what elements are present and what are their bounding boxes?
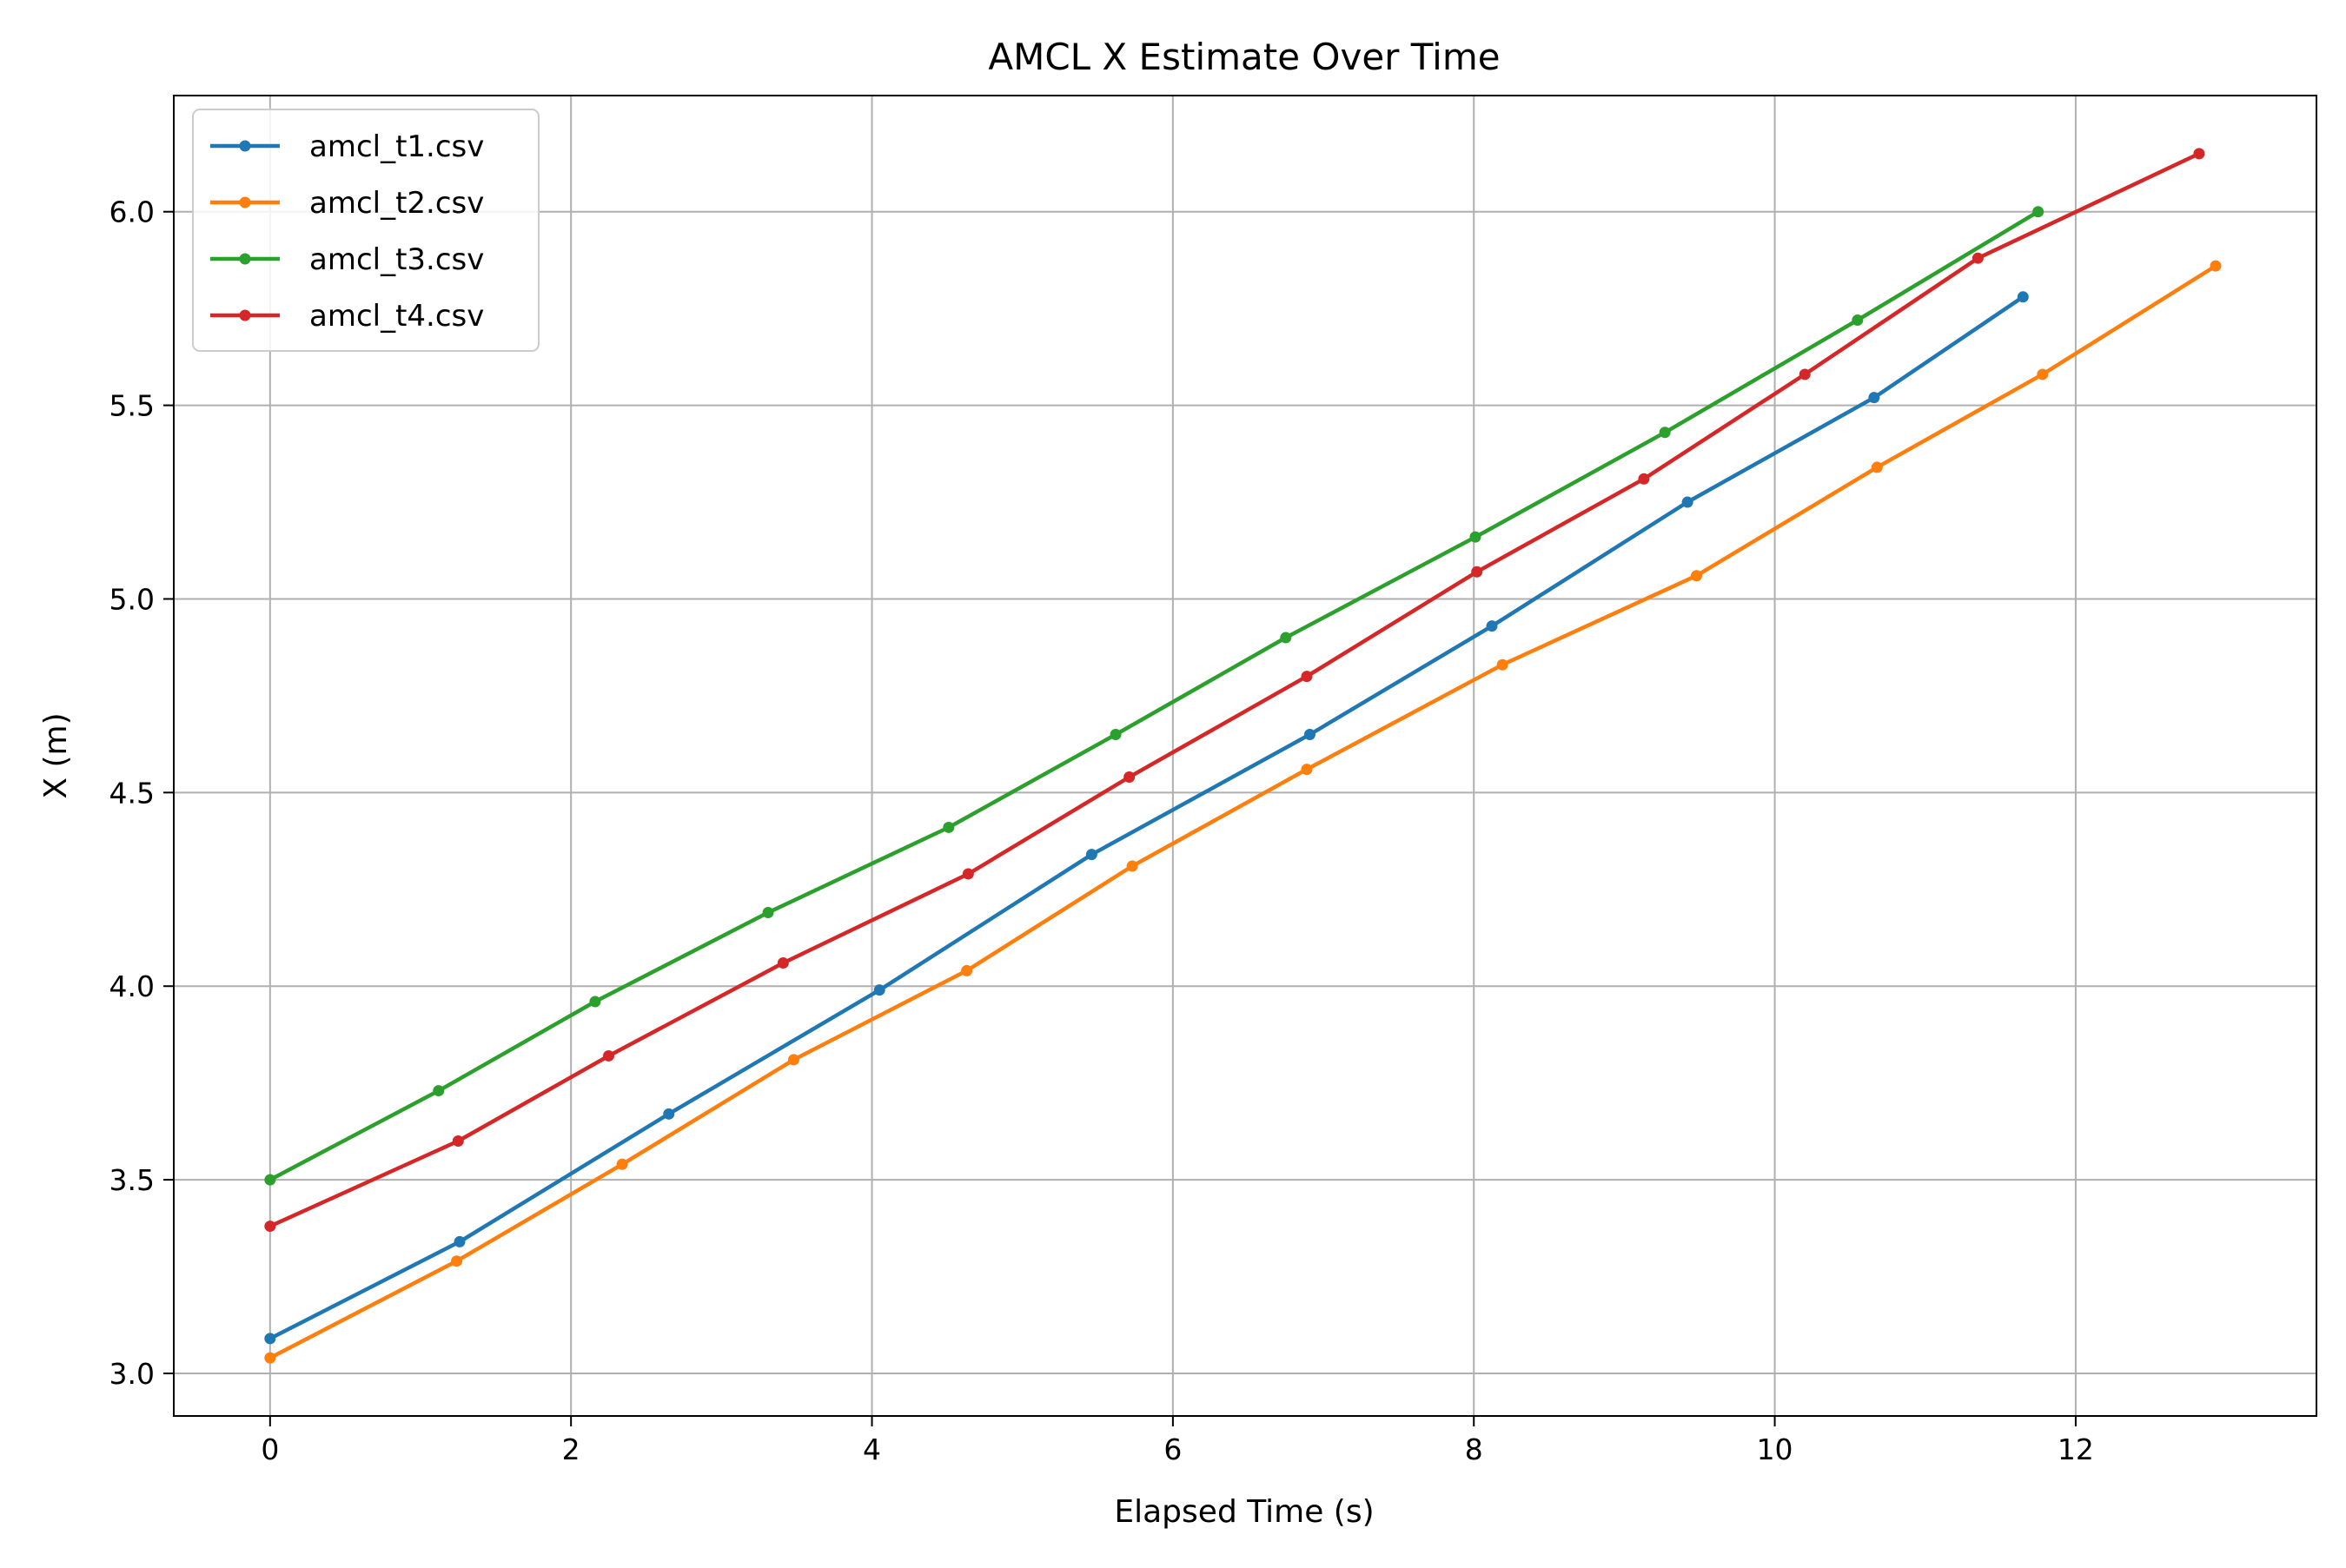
x-tick-label: 8 — [1465, 1432, 1483, 1466]
x-tick-label: 6 — [1163, 1432, 1182, 1466]
data-point — [762, 907, 774, 919]
legend-label: amcl_t2.csv — [309, 186, 484, 221]
y-tick-label: 5.0 — [109, 582, 155, 616]
data-point — [1126, 860, 1138, 872]
series-line — [268, 294, 2025, 1341]
data-point — [264, 1174, 276, 1186]
y-tick-label: 3.5 — [109, 1163, 155, 1197]
data-point — [1638, 473, 1650, 485]
x-tick-label: 2 — [562, 1432, 580, 1466]
series-2 — [264, 260, 2222, 1364]
data-point — [616, 1158, 628, 1170]
legend-item: amcl_t3.csv — [210, 242, 484, 277]
data-point — [1868, 392, 1880, 404]
data-point — [1691, 570, 1703, 582]
data-point — [2017, 291, 2029, 303]
data-point — [433, 1085, 445, 1097]
data-point — [962, 868, 974, 880]
data-point — [454, 1235, 466, 1247]
data-point — [1871, 461, 1883, 473]
data-point — [663, 1108, 675, 1120]
y-tick-label: 3.0 — [109, 1357, 155, 1391]
data-point — [777, 956, 789, 969]
data-point — [1301, 764, 1313, 776]
data-point — [1123, 771, 1136, 784]
data-point — [264, 1352, 276, 1364]
data-point — [452, 1135, 464, 1148]
series-3 — [264, 206, 2044, 1186]
data-point — [264, 1333, 276, 1345]
data-point — [961, 964, 973, 976]
data-point — [1972, 252, 1984, 264]
data-point — [2193, 148, 2205, 160]
data-point — [1496, 658, 1508, 671]
x-tick-label: 4 — [863, 1432, 881, 1466]
legend-marker — [239, 140, 251, 152]
data-point — [1085, 849, 1097, 861]
data-point — [589, 996, 601, 1008]
data-point — [451, 1255, 463, 1267]
series-1 — [264, 291, 2029, 1345]
data-point — [943, 821, 955, 833]
data-point — [2037, 368, 2049, 380]
y-axis-label: X (m) — [38, 712, 74, 798]
y-tick-label: 5.5 — [109, 389, 155, 423]
legend-label: amcl_t1.csv — [309, 129, 484, 164]
data-point — [1469, 531, 1481, 543]
legend-item: amcl_t1.csv — [210, 129, 484, 164]
legend-marker — [239, 309, 251, 321]
legend-marker — [239, 196, 251, 208]
chart-title: AMCL X Estimate Over Time — [988, 36, 1500, 78]
data-point — [2210, 260, 2222, 272]
data-point — [1301, 671, 1313, 683]
data-point — [264, 1221, 276, 1233]
legend-box — [192, 109, 540, 352]
data-point — [1852, 314, 1864, 327]
legend-item: amcl_t2.csv — [210, 186, 484, 221]
data-point — [1486, 620, 1498, 632]
data-point — [1799, 368, 1811, 380]
data-point — [2032, 206, 2044, 218]
data-point — [1303, 728, 1315, 740]
legend-marker — [239, 253, 251, 265]
data-point — [1110, 728, 1122, 740]
data-point — [1471, 566, 1483, 578]
x-tick-label: 0 — [261, 1432, 279, 1466]
x-axis-label: Elapsed Time (s) — [1114, 1494, 1374, 1530]
data-point — [873, 984, 885, 996]
series-4 — [264, 148, 2205, 1233]
y-tick-label: 6.0 — [109, 195, 155, 229]
data-point — [787, 1054, 799, 1066]
y-tick-label: 4.5 — [109, 776, 155, 810]
data-point — [602, 1049, 614, 1062]
x-tick-label: 10 — [1757, 1432, 1793, 1466]
series-line — [268, 151, 2202, 1228]
data-point — [1681, 496, 1693, 508]
legend-label: amcl_t4.csv — [309, 299, 484, 334]
legend-label: amcl_t3.csv — [309, 242, 484, 277]
plot-frame — [173, 95, 2317, 1417]
data-point — [1659, 427, 1671, 439]
y-tick-label: 4.0 — [109, 969, 155, 1003]
series-line — [268, 263, 2218, 1360]
x-tick-label: 12 — [2058, 1432, 2094, 1466]
legend: amcl_t1.csv amcl_t2.csv amcl_t3.csv amcl_t4… — [192, 109, 540, 352]
data-point — [1280, 632, 1292, 644]
legend-item: amcl_t4.csv — [210, 299, 484, 334]
